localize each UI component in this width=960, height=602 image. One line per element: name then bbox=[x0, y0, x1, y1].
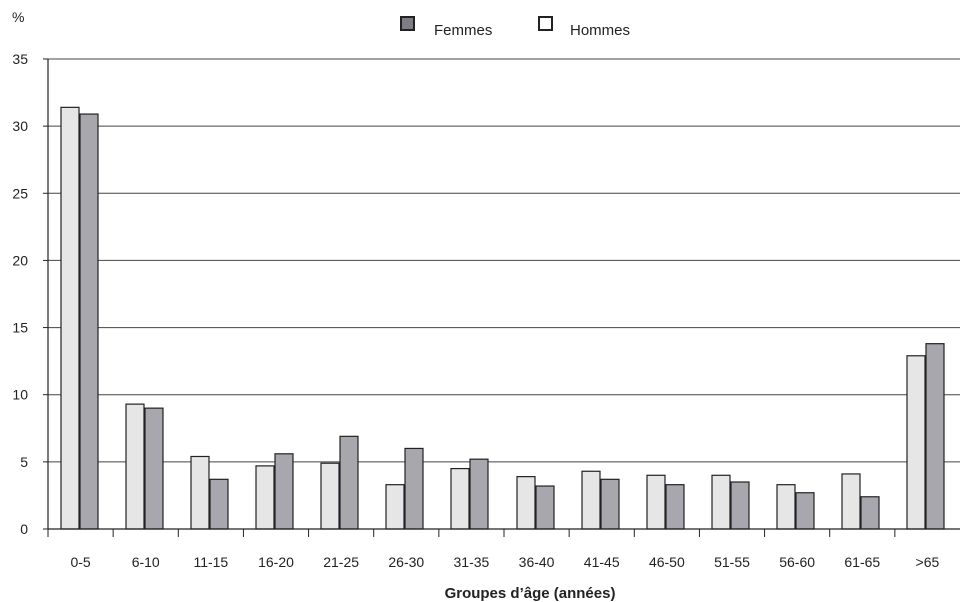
x-tick-label-31-35: 31-35 bbox=[454, 554, 490, 570]
y-tick-label-20: 20 bbox=[12, 252, 28, 268]
bar-hommes-46-50 bbox=[646, 474, 666, 530]
bar-femmes-11-15 bbox=[209, 478, 229, 530]
bar-hommes-56-60 bbox=[776, 484, 796, 530]
gridlines bbox=[48, 58, 960, 463]
y-tick-label-5: 5 bbox=[20, 454, 28, 470]
bar-femmes-61-65 bbox=[860, 496, 880, 530]
x-axis-title: Groupes d’âge (années) bbox=[445, 585, 616, 602]
bar-hommes-16-20 bbox=[255, 465, 275, 530]
x-tick-label-41-45: 41-45 bbox=[584, 554, 620, 570]
bar-femmes-51-55 bbox=[730, 481, 750, 530]
x-tick-label-26-30: 26-30 bbox=[388, 554, 424, 570]
x-tick-label-6-10: 6-10 bbox=[132, 554, 160, 570]
x-tick-label-21-25: 21-25 bbox=[323, 554, 359, 570]
legend-swatch-hommes bbox=[538, 16, 553, 31]
y-tick-label-25: 25 bbox=[12, 185, 28, 201]
bars bbox=[60, 106, 945, 530]
bar-hommes-31-35 bbox=[450, 467, 470, 530]
bar-hommes-6-10 bbox=[125, 403, 145, 530]
bar-femmes-0-5 bbox=[79, 113, 99, 530]
y-tick-label-30: 30 bbox=[12, 118, 28, 134]
bar-hommes-36-40 bbox=[516, 476, 536, 530]
y-tick-label-15: 15 bbox=[12, 320, 28, 336]
y-tick-label-10: 10 bbox=[12, 387, 28, 403]
bar-femmes->65 bbox=[925, 343, 945, 530]
bar-hommes->65 bbox=[906, 355, 926, 530]
legend: Femmes Hommes bbox=[400, 16, 630, 39]
x-tick-label-56-60: 56-60 bbox=[779, 554, 815, 570]
x-tick-label-36-40: 36-40 bbox=[519, 554, 555, 570]
bar-femmes-6-10 bbox=[144, 407, 164, 530]
y-axis-ticks: 0 5 10 15 20 25 30 35 bbox=[12, 51, 48, 537]
bar-hommes-0-5 bbox=[60, 106, 80, 530]
bar-hommes-11-15 bbox=[190, 455, 210, 530]
x-tick-label-11-15: 11-15 bbox=[193, 554, 228, 570]
bar-femmes-36-40 bbox=[535, 485, 555, 530]
bar-femmes-21-25 bbox=[339, 435, 359, 530]
bar-hommes-26-30 bbox=[385, 484, 405, 530]
bar-hommes-51-55 bbox=[711, 474, 731, 530]
y-tick-label-35: 35 bbox=[12, 51, 28, 67]
bar-hommes-41-45 bbox=[581, 470, 601, 530]
bar-femmes-56-60 bbox=[795, 492, 815, 530]
x-axis-ticks: 0-5 6-10 11-15 16-20 21-25 26-30 31-35 36-40 41-… bbox=[47, 529, 940, 570]
y-tick-label-0: 0 bbox=[20, 521, 28, 537]
x-tick-label-46-50: 46-50 bbox=[649, 554, 685, 570]
bar-femmes-41-45 bbox=[600, 478, 620, 530]
x-tick-label-16-20: 16-20 bbox=[258, 554, 294, 570]
bar-femmes-46-50 bbox=[665, 484, 685, 530]
x-tick-label->65: >65 bbox=[916, 554, 940, 570]
bar-hommes-61-65 bbox=[841, 473, 861, 530]
y-axis-unit-label: % bbox=[12, 9, 24, 25]
bar-femmes-26-30 bbox=[404, 447, 424, 530]
bar-femmes-16-20 bbox=[274, 453, 294, 530]
legend-label-hommes: Hommes bbox=[570, 22, 630, 39]
bar-hommes-21-25 bbox=[320, 462, 340, 530]
legend-label-femmes: Femmes bbox=[434, 22, 492, 39]
legend-swatch-femmes bbox=[400, 16, 415, 31]
x-tick-label-0-5: 0-5 bbox=[70, 554, 90, 570]
x-tick-label-61-65: 61-65 bbox=[844, 554, 880, 570]
bar-femmes-31-35 bbox=[469, 458, 489, 530]
x-tick-label-51-55: 51-55 bbox=[714, 554, 750, 570]
